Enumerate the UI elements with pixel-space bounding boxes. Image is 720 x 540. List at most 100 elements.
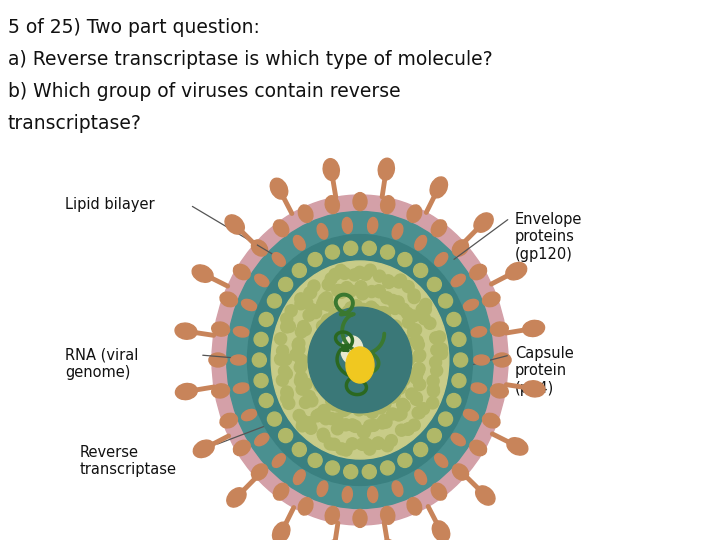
Circle shape (320, 316, 333, 329)
Circle shape (431, 344, 443, 356)
Circle shape (400, 346, 412, 357)
Circle shape (438, 294, 453, 308)
Ellipse shape (212, 195, 508, 525)
Circle shape (388, 389, 400, 401)
Circle shape (281, 393, 292, 404)
Ellipse shape (192, 265, 213, 282)
Circle shape (430, 332, 442, 344)
Circle shape (374, 270, 385, 282)
Circle shape (359, 427, 370, 438)
Circle shape (397, 303, 410, 315)
Ellipse shape (368, 487, 378, 503)
Circle shape (430, 356, 441, 368)
Circle shape (353, 404, 365, 416)
Ellipse shape (241, 409, 257, 421)
Circle shape (354, 401, 366, 413)
Ellipse shape (469, 264, 487, 280)
Circle shape (283, 397, 294, 409)
Circle shape (424, 318, 436, 329)
Circle shape (368, 303, 380, 316)
Ellipse shape (506, 262, 527, 280)
Ellipse shape (490, 322, 508, 336)
Circle shape (358, 329, 370, 341)
Circle shape (327, 347, 339, 359)
Circle shape (283, 320, 295, 333)
Circle shape (395, 274, 407, 286)
Circle shape (354, 384, 366, 396)
Circle shape (375, 307, 387, 319)
Circle shape (326, 391, 338, 403)
Circle shape (340, 444, 352, 456)
Ellipse shape (212, 322, 230, 336)
Circle shape (328, 399, 341, 410)
Circle shape (369, 332, 382, 343)
Circle shape (377, 342, 388, 354)
Ellipse shape (431, 220, 446, 237)
Circle shape (348, 269, 361, 281)
Circle shape (413, 363, 425, 375)
Ellipse shape (255, 274, 269, 287)
Circle shape (300, 378, 312, 390)
Circle shape (354, 266, 366, 278)
Ellipse shape (463, 409, 479, 421)
Circle shape (342, 400, 354, 412)
Circle shape (338, 404, 350, 416)
Circle shape (345, 377, 356, 389)
Ellipse shape (381, 195, 395, 214)
Circle shape (330, 363, 342, 375)
Circle shape (319, 327, 331, 339)
Circle shape (281, 313, 293, 325)
Circle shape (428, 278, 441, 292)
Circle shape (349, 321, 361, 333)
Circle shape (410, 324, 422, 336)
Circle shape (406, 388, 418, 400)
Circle shape (341, 376, 352, 389)
Circle shape (431, 364, 443, 376)
Circle shape (300, 396, 312, 408)
Circle shape (397, 334, 410, 346)
Circle shape (354, 385, 366, 397)
Circle shape (436, 348, 448, 360)
Circle shape (427, 375, 439, 387)
Circle shape (382, 357, 395, 369)
Circle shape (412, 366, 424, 377)
Circle shape (352, 326, 364, 338)
Circle shape (340, 419, 352, 431)
Ellipse shape (431, 483, 446, 500)
Ellipse shape (325, 507, 339, 524)
Ellipse shape (415, 235, 426, 250)
Circle shape (402, 423, 414, 435)
Ellipse shape (317, 224, 328, 239)
Circle shape (322, 299, 334, 311)
Circle shape (281, 321, 292, 333)
Ellipse shape (176, 383, 197, 400)
Circle shape (360, 328, 372, 341)
Ellipse shape (212, 384, 230, 398)
Circle shape (259, 313, 273, 327)
Circle shape (276, 345, 289, 357)
Ellipse shape (435, 454, 448, 467)
Circle shape (314, 364, 326, 376)
Ellipse shape (482, 292, 500, 307)
Circle shape (323, 359, 336, 372)
Circle shape (331, 333, 343, 346)
Circle shape (338, 267, 351, 279)
Circle shape (382, 440, 393, 452)
Circle shape (364, 382, 377, 394)
Text: Capsule
protein
(p24): Capsule protein (p24) (515, 346, 574, 396)
Circle shape (325, 461, 339, 475)
Ellipse shape (392, 224, 403, 239)
Circle shape (345, 285, 357, 297)
Circle shape (398, 253, 412, 267)
Circle shape (325, 395, 338, 407)
Circle shape (380, 416, 392, 428)
Circle shape (292, 339, 304, 351)
Circle shape (296, 420, 308, 432)
Ellipse shape (241, 299, 257, 310)
Circle shape (388, 326, 400, 338)
Circle shape (314, 408, 325, 421)
Circle shape (346, 330, 359, 342)
Text: Envelope
proteins
(gp120): Envelope proteins (gp120) (515, 212, 582, 262)
Ellipse shape (471, 327, 487, 337)
Circle shape (394, 382, 405, 394)
